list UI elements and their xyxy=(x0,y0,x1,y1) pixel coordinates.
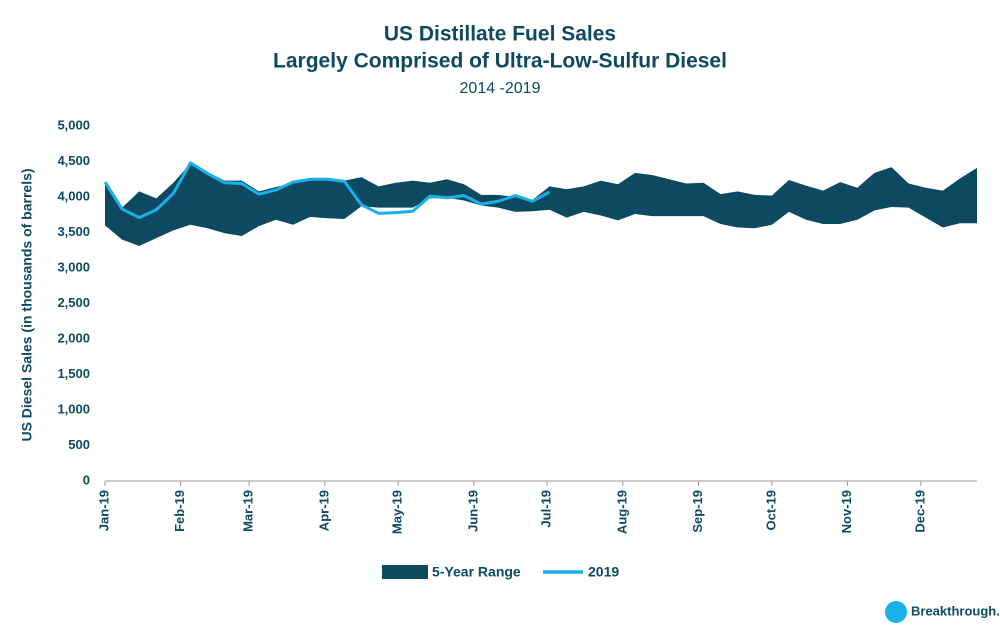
logo-icon xyxy=(885,601,907,623)
y-tick-label: 1,500 xyxy=(57,366,90,381)
x-tick-label: Jul-19 xyxy=(539,490,554,528)
x-tick-label: Jun-19 xyxy=(465,490,480,532)
x-tick-label: Mar-19 xyxy=(241,490,256,532)
x-tick-label: May-19 xyxy=(390,490,405,534)
legend-swatch xyxy=(382,565,428,579)
x-tick-label: Jan-19 xyxy=(96,490,111,531)
y-tick-label: 4,500 xyxy=(57,153,90,168)
y-tick-label: 4,000 xyxy=(57,188,90,203)
y-axis-label: US Diesel Sales (in thousands of barrels… xyxy=(19,168,35,441)
x-tick-label: Apr-19 xyxy=(316,490,331,531)
y-tick-label: 500 xyxy=(68,437,90,452)
line-2019 xyxy=(103,161,551,220)
x-tick-label: Dec-19 xyxy=(912,490,927,533)
y-tick-label: 2,000 xyxy=(57,330,90,345)
legend-label: 5-Year Range xyxy=(432,564,521,580)
range-area xyxy=(105,163,977,246)
legend-label: 2019 xyxy=(588,564,619,580)
y-tick-label: 5,000 xyxy=(57,117,90,132)
x-tick-label: Aug-19 xyxy=(614,490,629,534)
x-tick-label: Nov-19 xyxy=(839,490,854,533)
chart-title: US Distillate Fuel Sales xyxy=(384,23,616,46)
y-tick-label: 1,000 xyxy=(57,401,90,416)
chart-subtitle: Largely Comprised of Ultra-Low-Sulfur Di… xyxy=(273,50,727,73)
chart-period: 2014 -2019 xyxy=(460,80,541,97)
x-tick-label: Oct-19 xyxy=(763,490,778,530)
y-tick-label: 0 xyxy=(83,472,90,487)
y-tick-label: 2,500 xyxy=(57,295,90,310)
x-tick-label: Feb-19 xyxy=(172,490,187,532)
y-tick-label: 3,000 xyxy=(57,259,90,274)
logo-text: Breakthrough. xyxy=(911,603,1000,618)
x-tick-label: Sep-19 xyxy=(690,490,705,533)
y-tick-label: 3,500 xyxy=(57,224,90,239)
